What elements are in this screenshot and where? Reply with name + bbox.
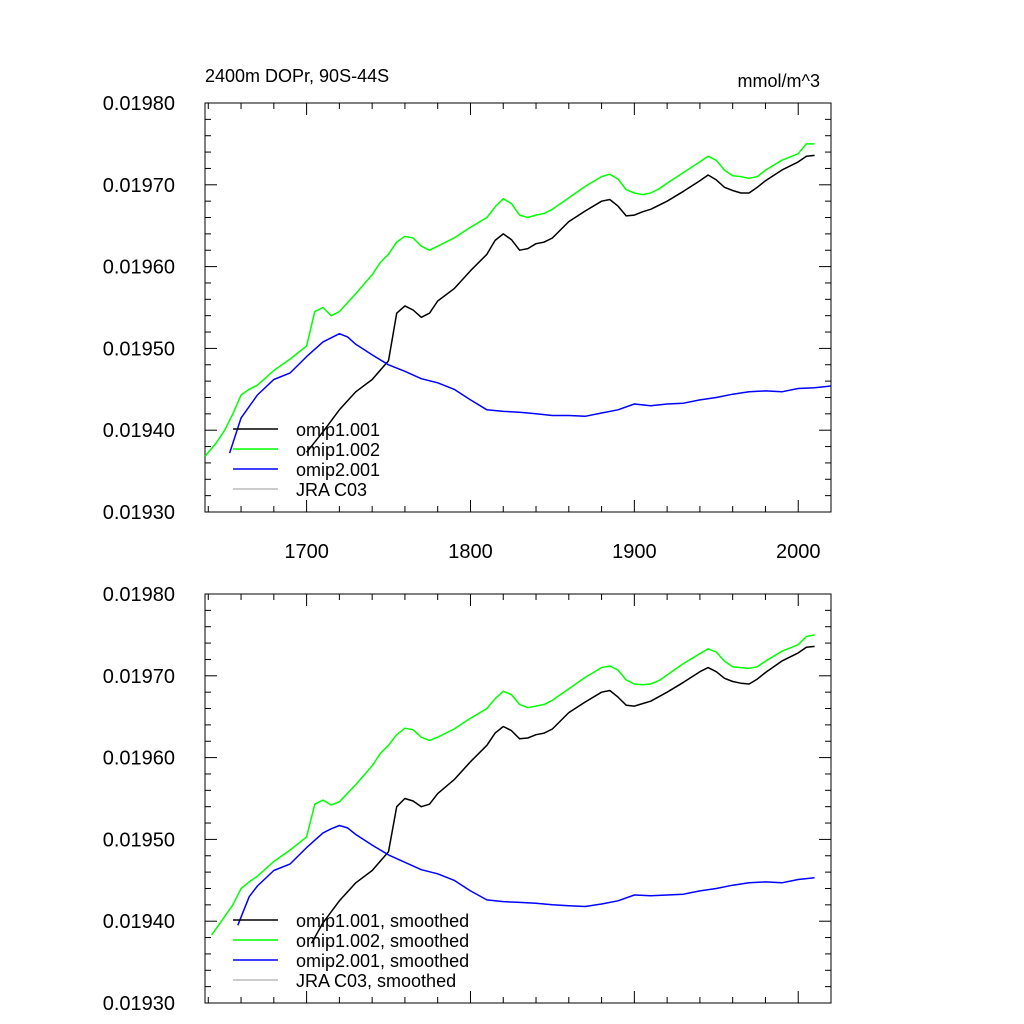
legend-label: omip2.001 xyxy=(296,460,380,480)
chart-title: 2400m DOPr, 90S-44S xyxy=(205,66,389,86)
series-lines xyxy=(210,634,815,944)
legend-label: omip1.002 xyxy=(296,440,380,460)
series-line-omip2-001-smoothed xyxy=(237,824,815,926)
y-tick-label: 0.01960 xyxy=(103,257,175,279)
series-line-omip1-001-smoothed xyxy=(310,645,815,944)
legend-label: omip1.002, smoothed xyxy=(296,931,469,951)
y-tick-label: 0.01980 xyxy=(103,584,175,606)
y-tick-label: 0.01930 xyxy=(103,993,175,1015)
series-lines xyxy=(204,143,832,457)
plot-frame xyxy=(204,102,832,513)
axis-ticks xyxy=(205,102,832,513)
y-tick-label: 0.01950 xyxy=(103,338,175,360)
y-tick-label: 0.01960 xyxy=(103,748,175,770)
series-line-omip1-002 xyxy=(204,143,815,457)
y-tick-label: 0.01970 xyxy=(103,666,175,688)
y-tick-label: 0.01940 xyxy=(103,420,175,442)
x-tick-label: 1800 xyxy=(448,541,493,563)
y-tick-label: 0.01970 xyxy=(103,175,175,197)
x-tick-label: 1900 xyxy=(612,541,657,563)
x-tick-label: 1700 xyxy=(284,541,329,563)
series-line-omip1-001 xyxy=(306,154,815,453)
legend-label: omip1.001 xyxy=(296,420,380,440)
y-tick-label: 0.01980 xyxy=(103,93,175,115)
chart-panel-1: 0.01930 0.01940 0.01950 0.01960 0.01970 0.019… xyxy=(103,66,832,563)
legend-label: omip1.001, smoothed xyxy=(296,911,469,931)
plot-frame xyxy=(204,593,832,1004)
units-label: mmol/m^3 xyxy=(738,71,820,91)
legend-label: JRA C03 xyxy=(296,480,367,500)
series-line-omip2-001 xyxy=(228,332,832,454)
x-tick-label: 2000 xyxy=(776,541,821,563)
y-tick-label: 0.01940 xyxy=(103,911,175,933)
legend-label: JRA C03, smoothed xyxy=(296,971,456,991)
legend-label: omip2.001, smoothed xyxy=(296,951,469,971)
axis-ticks xyxy=(205,593,832,1004)
y-tick-label: 0.01950 xyxy=(103,829,175,851)
chart-panel-2: 0.01930 0.01940 0.01950 0.01960 0.01970 0.019… xyxy=(103,584,832,1015)
series-line-omip1-002-smoothed xyxy=(210,634,815,936)
y-tick-label: 0.01930 xyxy=(103,502,175,524)
